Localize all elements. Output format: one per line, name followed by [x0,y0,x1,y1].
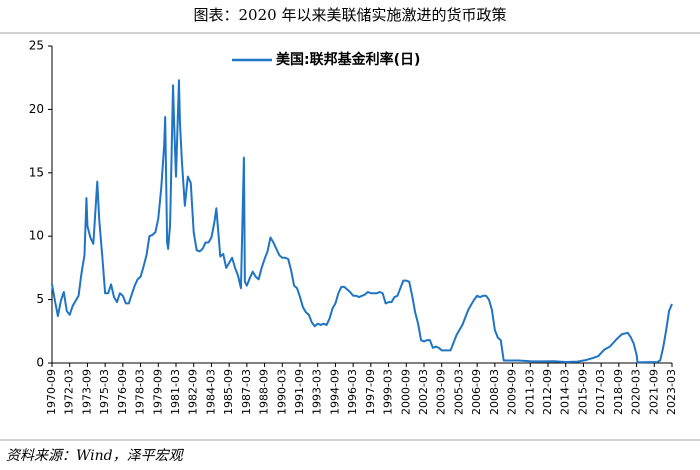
x-tick-label: 1997-09 [364,369,377,415]
x-tick-label: 1978-03 [134,369,147,415]
y-tick-label: 10 [29,229,44,243]
x-tick-label: 1996-03 [346,369,359,415]
x-tick-label: 2005-03 [452,369,465,415]
x-tick-label: 1973-09 [80,369,93,415]
x-tick-label: 2003-09 [435,369,448,415]
x-tick-label: 2023-03 [665,369,678,415]
x-tick-label: 1982-09 [187,369,200,415]
x-tick-label: 1990-03 [275,369,288,415]
data-line [51,79,673,364]
x-tick-label: 2020-03 [630,369,643,415]
x-tick-label: 2011-03 [523,369,536,415]
x-tick-label: 1975-03 [98,369,111,415]
y-tick-label: 5 [36,292,44,306]
y-tick-label: 25 [29,39,44,53]
x-tick-label: 1993-03 [311,369,324,415]
x-tick-label: 1987-03 [240,369,253,415]
y-tick-label: 20 [29,102,44,116]
x-tick-label: 2014-03 [559,369,572,415]
y-tick-label: 0 [36,356,44,370]
x-tick-label: 2021-09 [647,369,660,415]
x-tick-label: 2018-09 [612,369,625,415]
x-tick-label: 1981-03 [169,369,182,415]
x-tick-label: 1979-09 [151,369,164,415]
y-tick-label: 15 [29,165,44,179]
legend-label: 美国:联邦基金利率(日) [276,51,420,68]
x-tick-label: 2000-09 [399,369,412,415]
x-tick-label: 1994-09 [328,369,341,415]
x-tick-label: 2012-09 [541,369,554,415]
x-tick-label: 1999-03 [382,369,395,415]
x-tick-label: 2009-09 [506,369,519,415]
x-tick-label: 2015-09 [576,369,589,415]
x-tick-label: 2017-03 [594,369,607,415]
x-tick-label: 1988-09 [258,369,271,415]
x-tick-label: 1984-03 [204,369,217,415]
x-tick-label: 1976-09 [116,369,129,415]
x-tick-label: 1991-09 [293,369,306,415]
source-note: 资料来源：Wind，泽平宏观 [6,448,185,464]
x-tick-label: 1985-09 [222,369,235,415]
x-tick-label: 1972-03 [63,369,76,415]
chart-title: 图表：2020 年以来美联储实施激进的货币政策 [194,6,507,24]
x-tick-label: 2002-03 [417,369,430,415]
x-tick-label: 1970-09 [45,369,58,415]
x-tick-label: 2008-03 [488,369,501,415]
x-tick-label: 2006-09 [470,369,483,415]
